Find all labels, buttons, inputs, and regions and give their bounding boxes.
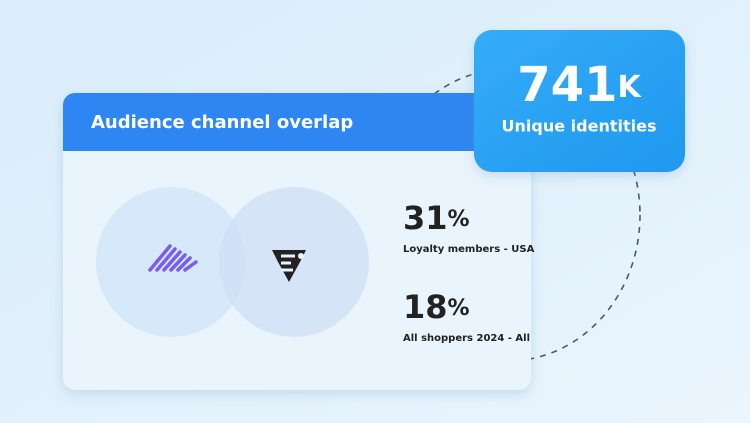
badge-number: 741K xyxy=(517,57,642,113)
badge xyxy=(474,30,685,172)
stat-label: All shoppers 2024 - All xyxy=(403,333,530,344)
badge-unit: K xyxy=(617,70,642,105)
stat-value: 31% xyxy=(403,199,470,237)
stats: 31% Loyalty members - USA 18% All shoppers … xyxy=(403,199,535,344)
stat-label: Loyalty members - USA xyxy=(403,244,535,255)
badge-label: Unique identities xyxy=(502,117,657,136)
stat-number: 31 xyxy=(403,199,448,237)
badge-value: 741 xyxy=(517,57,617,113)
stat-number: 18 xyxy=(403,288,448,326)
stat-value: 18% xyxy=(403,288,470,326)
card-header xyxy=(63,93,531,151)
brand-logo-right xyxy=(272,250,306,282)
brand-logo-left xyxy=(148,244,198,272)
card-title: Audience channel overlap xyxy=(91,112,353,133)
stat-unit: % xyxy=(448,207,470,232)
stat-unit: % xyxy=(448,296,470,321)
